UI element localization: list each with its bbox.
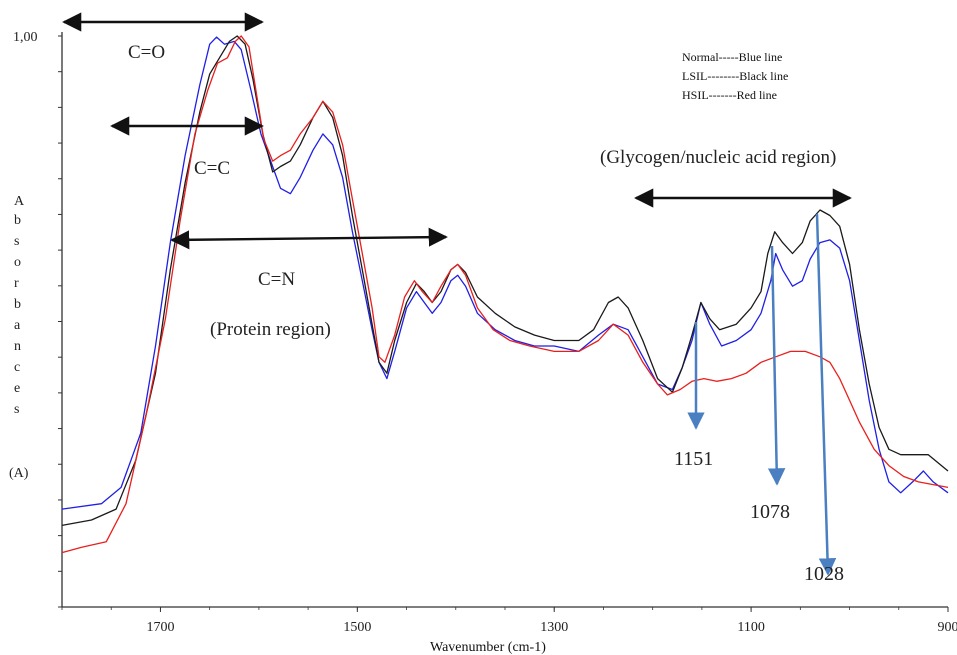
x-tick-label: 1300	[540, 620, 568, 635]
legend-entry-lsil: LSIL--------Black line	[682, 69, 788, 83]
axes: 1700 1500 1300 1100 900	[58, 32, 957, 635]
y-tick-top-label: 1,00	[13, 30, 38, 45]
ylabel-letter: b	[14, 297, 21, 312]
x-axis-title: Wavenumber (cm-1)	[430, 640, 546, 655]
cn-label: C=N	[258, 269, 295, 290]
ylabel-letter: A	[14, 194, 25, 209]
ylabel-unit: (A)	[9, 466, 29, 481]
ylabel-letter: r	[14, 276, 19, 291]
ylabel-letter: s	[14, 234, 19, 249]
peak-1028-label: 1028	[804, 563, 844, 585]
ylabel-letter: s	[14, 402, 19, 417]
ylabel-letter: c	[14, 360, 20, 375]
y-axis-title: A b s o r b a n c e s (A)	[9, 194, 29, 481]
x-tick-label: 900	[938, 620, 957, 635]
ylabel-letter: a	[14, 318, 21, 333]
glycogen-region-label: (Glycogen/nucleic acid region)	[600, 147, 836, 168]
ylabel-letter: b	[14, 213, 21, 228]
ylabel-letter: o	[14, 255, 21, 270]
peak-1151-label: 1151	[674, 448, 713, 470]
series-layer	[61, 35, 949, 554]
protein-region-label: (Protein region)	[210, 319, 331, 340]
co-label: C=O	[128, 42, 165, 63]
peak-1078-arrow	[767, 245, 786, 486]
cc-label: C=C	[194, 158, 230, 179]
series-line-1	[61, 35, 949, 527]
x-tick-label: 1700	[146, 620, 174, 635]
legend-entry-normal: Normal-----Blue line	[682, 50, 782, 64]
peak-1028-arrow	[815, 213, 837, 576]
series-line-0	[61, 36, 949, 510]
cn-range-arrow	[170, 227, 448, 250]
legend-entry-hsil: HSIL-------Red line	[682, 88, 777, 102]
peak-1078-label: 1078	[750, 501, 790, 523]
series-line-2	[61, 35, 949, 554]
ylabel-letter: e	[14, 381, 20, 396]
ylabel-letter: n	[14, 339, 21, 354]
legend: Normal-----Blue line LSIL--------Black l…	[682, 50, 788, 102]
x-tick-label: 1100	[737, 620, 764, 635]
x-tick-label: 1500	[343, 620, 371, 635]
